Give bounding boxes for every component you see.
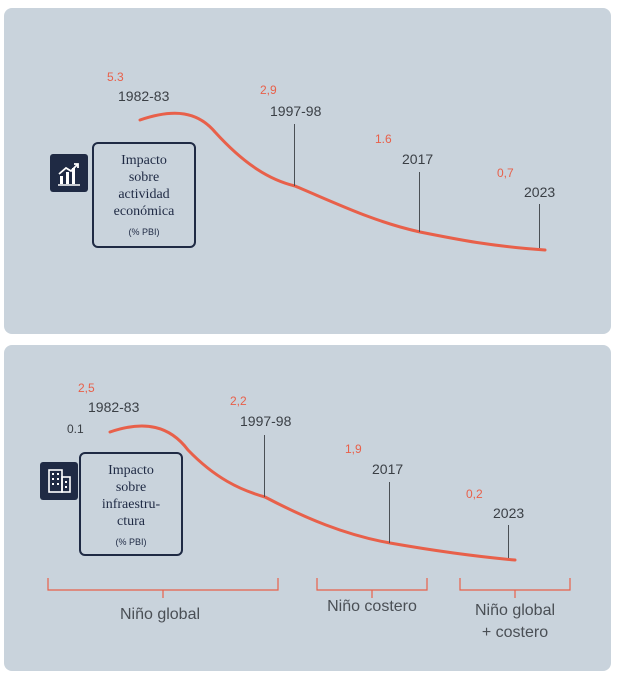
tick-2017 [389,482,390,543]
bracket-label-line: Niño global [474,602,556,619]
bracket-label-line: + costero [481,624,549,641]
card-line: sobre [115,480,147,495]
value-label: 1.6 [375,132,392,146]
value-label: 1,9 [345,442,362,456]
bracket-nino-global [47,578,279,598]
year-label: 2023 [524,184,556,200]
curve-infrastructure [108,424,517,562]
bracket-nino-costero [316,578,428,598]
card-line: ctura [117,514,145,529]
bracket-nino-global-costero [459,578,571,598]
tick-2023 [508,525,509,558]
value-label: 2,2 [230,394,247,408]
value-label: 0,2 [466,487,483,501]
card-infrastructure: Impacto sobre infraestru- ctura (% PBI) [79,452,183,556]
value-label: 5.3 [107,70,124,84]
card-unit: (% PBI) [128,227,160,237]
year-label: 2017 [372,461,404,477]
card-line: actividad [118,187,170,202]
building-icon [40,462,78,500]
card-unit: (% PBI) [115,537,147,547]
tick-2023 [539,204,540,248]
value-label: 0,7 [497,166,514,180]
card-line: Impacto [121,153,167,168]
year-label: 1982-83 [88,399,140,415]
year-label: 1997-98 [270,103,322,119]
curve-economic-activity [138,111,547,252]
card-line: infraestru- [101,497,161,512]
year-label: 2023 [493,505,525,521]
card-line: sobre [128,170,160,185]
tick-2017 [419,172,420,232]
card-line: Impacto [108,463,154,478]
tick-1997-98 [294,124,295,186]
extra-value-label: 0.1 [67,422,84,436]
year-label: 1982-83 [118,88,170,104]
value-label: 2,5 [78,381,95,395]
value-label: 2,9 [260,83,277,97]
card-economic-activity: Impacto sobre actividad económica (% PBI… [92,142,196,248]
card-line: económica [113,204,175,219]
bracket-label-nino-global: Niño global [119,606,201,623]
tick-1997-98 [264,435,265,497]
bracket-label-nino-global-costero: Niño global + costero [455,600,575,644]
year-label: 1997-98 [240,413,292,429]
year-label: 2017 [402,151,434,167]
chart-growth-icon [50,154,88,192]
bracket-label-nino-costero: Niño costero [327,598,417,615]
